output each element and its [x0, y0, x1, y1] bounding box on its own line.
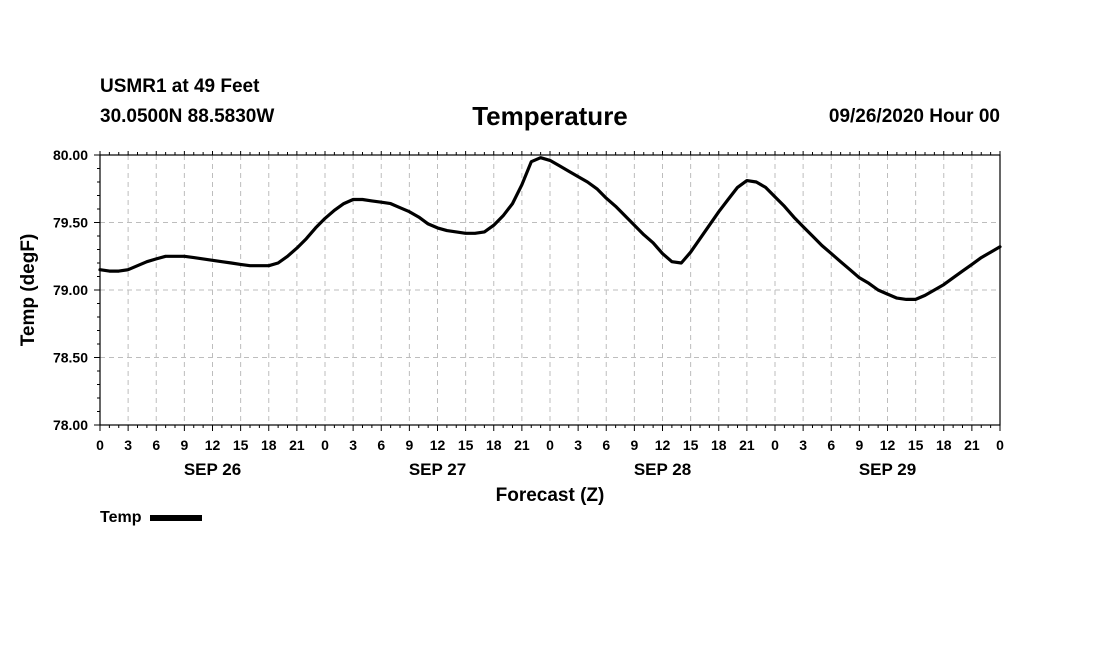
- y-axis-title: Temp (degF): [18, 234, 39, 347]
- x-tick-label: 18: [936, 437, 952, 453]
- axis-ticks: [94, 151, 1001, 431]
- y-tick-label: 80.00: [53, 147, 88, 163]
- x-axis-title: Forecast (Z): [496, 485, 605, 506]
- x-tick-label: 15: [233, 437, 249, 453]
- x-tick-label: 21: [964, 437, 980, 453]
- x-tick-label: 12: [655, 437, 671, 453]
- y-tick-label: 79.50: [53, 215, 88, 231]
- x-axis-labels: 0 3 6 9 12 15 18 21 0 3 6 9 12 15 18 21 0 3 6 9 12 15 18 21 0 3 6 9…: [96, 437, 1004, 453]
- series-layer: [98, 156, 1002, 301]
- x-tick-label: 6: [152, 437, 160, 453]
- date-labels: SEP 26 SEP 27 SEP 28 SEP 29: [184, 460, 916, 479]
- x-tick-label: 9: [180, 437, 188, 453]
- x-tick-label: 0: [321, 437, 329, 453]
- x-tick-label: 18: [261, 437, 277, 453]
- legend: Temp: [100, 509, 203, 527]
- x-tick-label: 18: [711, 437, 727, 453]
- x-tick-label: 0: [546, 437, 554, 453]
- x-tick-label: 15: [908, 437, 924, 453]
- x-tick-label: 18: [486, 437, 502, 453]
- date-label: SEP 28: [634, 460, 691, 479]
- x-tick-label: 3: [574, 437, 582, 453]
- x-tick-label: 21: [289, 437, 305, 453]
- x-tick-label: 3: [799, 437, 807, 453]
- x-tick-label: 12: [430, 437, 446, 453]
- x-tick-label: 21: [514, 437, 530, 453]
- x-tick-label: 15: [683, 437, 699, 453]
- x-tick-label: 12: [205, 437, 221, 453]
- x-tick-label: 12: [880, 437, 896, 453]
- station-label: USMR1 at 49 Feet: [100, 76, 260, 97]
- date-label: SEP 29: [859, 460, 916, 479]
- x-tick-label: 21: [739, 437, 755, 453]
- legend-line-swatch: [150, 515, 203, 521]
- x-tick-label: 0: [771, 437, 779, 453]
- date-label: SEP 27: [409, 460, 466, 479]
- coordinates-label: 30.0500N 88.5830W: [100, 106, 275, 127]
- y-tick-label: 78.00: [53, 417, 88, 433]
- y-tick-label: 78.50: [53, 350, 88, 366]
- x-tick-label: 3: [349, 437, 357, 453]
- series-line-temp: [98, 156, 1002, 301]
- forecast-run-time: 09/26/2020 Hour 00: [828, 106, 1000, 127]
- x-tick-label: 9: [855, 437, 863, 453]
- x-tick-label: 6: [377, 437, 385, 453]
- x-tick-label: 6: [827, 437, 835, 453]
- x-tick-label: 6: [602, 437, 610, 453]
- x-tick-label: 0: [96, 437, 104, 453]
- y-axis-labels: 78.00 78.50 79.00 79.50 80.00: [53, 147, 88, 433]
- x-tick-label: 3: [124, 437, 132, 453]
- grid-lines: [100, 155, 1000, 425]
- legend-label: Temp: [100, 509, 142, 526]
- plot-frame: [99, 154, 1001, 426]
- date-label: SEP 26: [184, 460, 241, 479]
- x-tick-label: 0: [996, 437, 1004, 453]
- x-tick-label: 9: [630, 437, 638, 453]
- x-tick-label: 15: [458, 437, 474, 453]
- x-tick-label: 9: [405, 437, 413, 453]
- y-tick-label: 79.00: [53, 282, 88, 298]
- chart-title: Temperature: [472, 101, 628, 131]
